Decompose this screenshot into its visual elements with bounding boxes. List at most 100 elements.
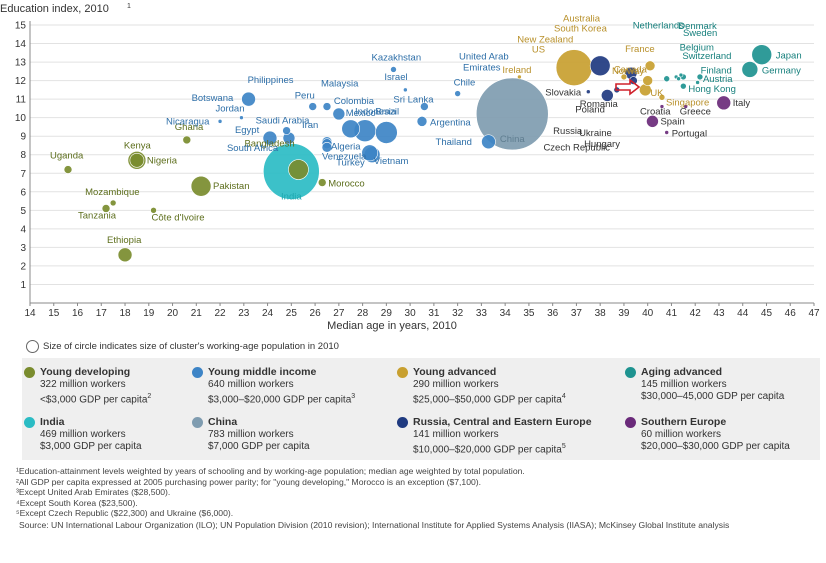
bubble-venezuela <box>321 142 333 153</box>
legend-cluster-workers: 290 million workers <box>413 378 499 390</box>
point-label-bangladesh: Bangladesh <box>244 139 294 150</box>
point-label-chile: Chile <box>454 78 476 89</box>
bubble-nicaragua <box>217 119 223 124</box>
bubble-ghana <box>182 135 192 145</box>
x-tick-label: 27 <box>333 308 345 319</box>
bubble-slovakia <box>586 89 591 95</box>
point-label-nigeria: Nigeria <box>147 155 178 166</box>
bubble-tanzania <box>101 204 111 213</box>
point-label-philippines: Philippines <box>248 75 294 86</box>
legend-cluster-gdp: $7,000 GDP per capita <box>208 441 310 452</box>
legend-swatch <box>625 367 636 378</box>
legend-cluster-gdp: <$3,000 GDP per capita2 <box>40 393 152 406</box>
point-label-egypt: Egypt <box>235 125 260 136</box>
bubble-finland <box>695 80 700 85</box>
legend-cluster-gdp: $10,000–$20,000 GDP per capita5 <box>413 443 566 456</box>
point-label-new-zealand: New Zealand <box>517 35 573 46</box>
y-axis-label-footnote: 1 <box>127 3 131 10</box>
x-tick-label: 34 <box>500 308 512 319</box>
point-label-canada: Canada <box>614 65 648 76</box>
bubble-vietnam <box>361 144 379 162</box>
legend-cluster-china: China 783 million workers $7,000 GDP per c… <box>192 416 310 454</box>
y-tick-label: 4 <box>20 224 26 235</box>
point-label-switzerland: Switzerland <box>682 51 731 62</box>
footnote-line: ⁵Except Czech Republic ($22,300) and Ukr… <box>16 508 234 519</box>
bubble-spain <box>646 115 659 128</box>
bubble-sri-lanka <box>420 102 429 111</box>
point-label-uk: UK <box>650 88 664 99</box>
footnote-line: ³Except United Arab Emirates ($28,500). <box>16 487 171 498</box>
bubble-argentina <box>416 116 428 127</box>
x-tick-label: 23 <box>238 308 250 319</box>
point-label-austria: Austria <box>703 74 733 85</box>
bubble-australia <box>555 49 593 86</box>
point-label-norway: Norway <box>612 66 644 77</box>
legend-cluster-name: Young middle income <box>208 366 317 378</box>
bubble-ireland <box>517 74 522 80</box>
legend-cluster-gdp: $25,000–$50,000 GDP per capita4 <box>413 393 566 406</box>
bubble-portugal <box>664 130 670 135</box>
highlight-arrow <box>615 78 641 96</box>
point-label-portugal: Portugal <box>672 128 707 139</box>
legend-cluster-name: Young advanced <box>413 366 497 378</box>
bubble-sweden <box>678 72 684 78</box>
circle-size-icon <box>26 340 39 353</box>
y-tick-label: 2 <box>20 261 26 272</box>
point-label-kazakhstan: Kazakhstan <box>371 52 421 63</box>
x-tick-label: 44 <box>737 308 749 319</box>
legend-cluster-name: China <box>208 416 238 428</box>
point-label-mexico: Mexico <box>346 108 376 119</box>
y-tick-label: 8 <box>20 150 26 161</box>
x-axis-label: Median age in years, 2010 <box>327 320 457 332</box>
legend-swatch <box>397 367 408 378</box>
bubble-brazil <box>375 121 398 144</box>
legend-cluster-workers: 141 million workers <box>413 428 499 440</box>
bubble-italy <box>716 95 732 111</box>
bubble-mozambique <box>109 199 117 207</box>
legend-cluster-name: Southern Europe <box>641 416 727 428</box>
x-tick-label: 47 <box>808 308 820 319</box>
x-tick-label: 32 <box>452 308 464 319</box>
bubble-malaysia <box>322 102 332 111</box>
point-label-ireland: Ireland <box>502 65 531 76</box>
y-tick-label: 11 <box>16 95 27 106</box>
legend-cluster-workers: 469 million workers <box>40 428 126 440</box>
legend-cluster-young-middle-income: Young middle income 640 million workers $3… <box>192 366 355 407</box>
x-tick-label: 38 <box>595 308 607 319</box>
legend-swatch <box>24 367 35 378</box>
bubble-botswana <box>241 91 256 107</box>
point-label-czech-republic: Czech Republic <box>543 143 610 154</box>
bubble-saudi-arabia <box>282 126 291 135</box>
legend-cluster-gdp: $30,000–45,000 GDP per capita <box>641 391 785 402</box>
bubble-israel <box>403 87 408 93</box>
bubble-singapore <box>658 93 666 101</box>
legend-swatch <box>192 367 203 378</box>
y-tick-label: 7 <box>20 169 26 180</box>
point-label-australia: Australia <box>563 14 601 25</box>
bubble-bangladesh <box>288 159 309 180</box>
legend-cluster-name: Young developing <box>40 366 131 378</box>
legend-cluster-southern-europe: Southern Europe 60 million workers $20,000… <box>625 416 790 454</box>
y-tick-label: 1 <box>20 280 26 291</box>
bubble-japan <box>751 44 773 65</box>
x-tick-label: 30 <box>405 308 417 319</box>
point-label-slovakia: Slovakia <box>545 88 582 99</box>
x-tick-label: 28 <box>357 308 369 319</box>
point-label-spain: Spain <box>660 116 684 127</box>
point-label-peru: Peru <box>295 91 315 102</box>
x-tick-label: 43 <box>713 308 725 319</box>
point-label-hong-kong: Hong Kong <box>688 84 736 95</box>
y-tick-label: 14 <box>15 39 27 50</box>
point-label-poland: Poland <box>575 104 605 115</box>
footnote-line: Source: UN International Labour Organiza… <box>19 519 730 530</box>
x-tick-label: 26 <box>310 308 322 319</box>
point-label-romania: Romania <box>580 99 619 110</box>
point-label-denmark: Denmark <box>678 21 717 32</box>
x-tick-label: 42 <box>690 308 702 319</box>
size-note-text: Size of circle indicates size of cluster… <box>43 341 339 353</box>
point-label-malaysia: Malaysia <box>321 79 359 90</box>
x-tick-label: 14 <box>24 308 36 319</box>
legend-cluster-workers: 145 million workers <box>641 378 727 390</box>
legend-box <box>22 358 820 460</box>
point-label-uganda: Uganda <box>50 151 84 162</box>
